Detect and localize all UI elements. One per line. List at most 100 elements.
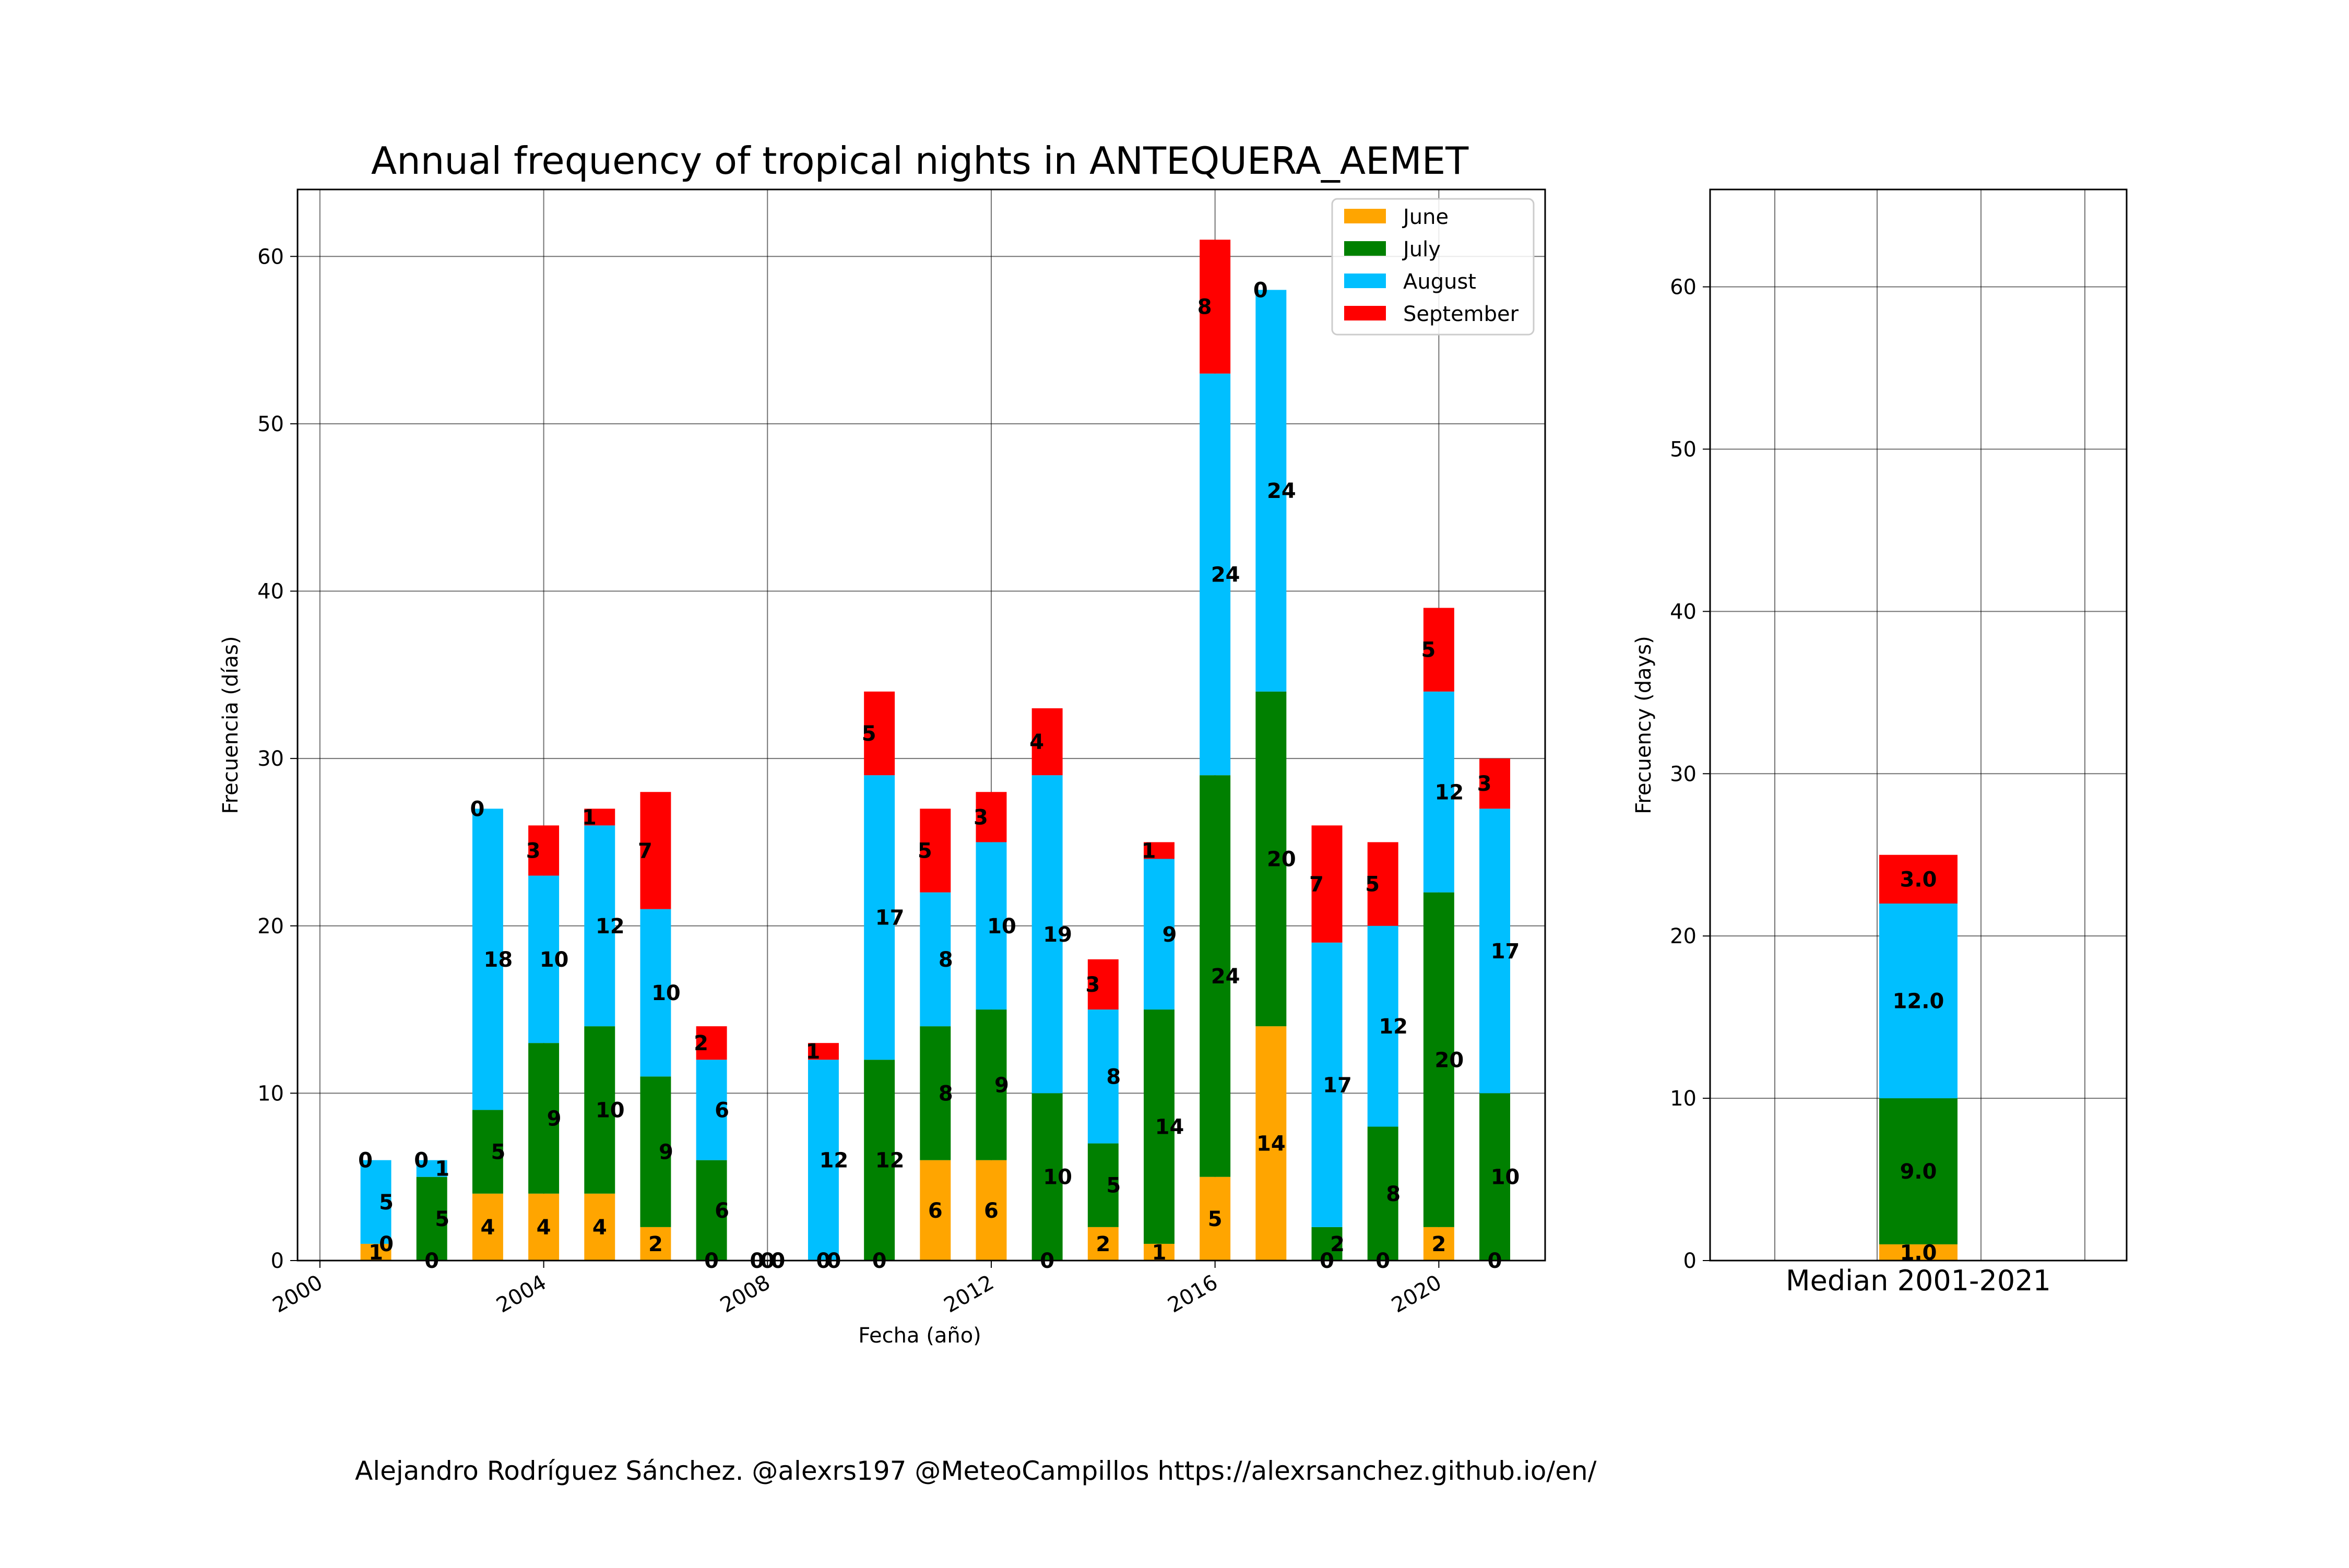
y-tick-label-40: 40	[257, 580, 284, 604]
data-label-september-2012: 3	[974, 805, 988, 829]
data-label-july-2012: 9	[994, 1073, 1009, 1097]
data-label-september-2020: 5	[1421, 638, 1436, 662]
data-label-july-2005: 10	[596, 1098, 625, 1122]
data-label-september-2013: 4	[1029, 730, 1044, 754]
data-label-june-2004: 4	[537, 1216, 551, 1240]
legend-swatch-august	[1344, 274, 1386, 288]
median-category-label: Median 2001-2021	[1786, 1264, 2051, 1297]
data-label-july-2007: 6	[715, 1199, 729, 1223]
data-label-august-2006: 10	[651, 981, 681, 1005]
data-label-july-2004: 9	[547, 1107, 562, 1131]
median-y-tick-label-50: 50	[1670, 437, 1696, 461]
data-label-august-2012: 10	[987, 914, 1016, 939]
y-tick-label-50: 50	[257, 412, 284, 436]
data-label-september-2009: 1	[806, 1040, 821, 1064]
y-tick-label-20: 20	[257, 914, 284, 939]
legend-label-july: July	[1402, 237, 1441, 262]
legend-swatch-september	[1344, 306, 1386, 320]
data-label-june-2011: 6	[928, 1199, 943, 1223]
data-label-july-2019: 8	[1386, 1182, 1401, 1206]
median-data-label-september: 3.0	[1900, 868, 1937, 892]
median-y-tick-label-0: 0	[1683, 1249, 1696, 1273]
data-label-june-2005: 4	[592, 1216, 607, 1240]
legend-label-june: June	[1402, 205, 1449, 229]
data-label-july-2011: 8	[939, 1082, 953, 1106]
data-label-august-2013: 19	[1043, 923, 1072, 947]
legend-swatch-july	[1344, 241, 1386, 256]
data-label-august-2010: 17	[875, 906, 905, 930]
median-y-tick-label-60: 60	[1670, 276, 1696, 300]
data-label-august-2019: 12	[1379, 1015, 1408, 1039]
data-label-september-2002: 0	[414, 1149, 429, 1173]
data-label-september-2016: 8	[1197, 295, 1212, 319]
median-data-label-june: 1.0	[1900, 1241, 1937, 1265]
data-label-june-2017: 14	[1256, 1132, 1286, 1156]
data-label-july-2017: 20	[1267, 848, 1296, 872]
median-y-tick-label-20: 20	[1670, 924, 1696, 948]
data-label-august-2005: 12	[596, 914, 625, 939]
data-label-august-2016: 24	[1211, 563, 1240, 587]
data-label-september-2017: 0	[1253, 278, 1268, 302]
median-data-label-july: 9.0	[1900, 1160, 1937, 1184]
data-label-august-2003: 18	[484, 948, 513, 972]
y-tick-label-60: 60	[257, 245, 284, 269]
data-label-august-2004: 10	[540, 948, 569, 972]
median-y-tick-label-30: 30	[1670, 762, 1696, 786]
data-label-august-2009: 12	[820, 1149, 849, 1173]
data-label-july-2010: 12	[875, 1149, 905, 1173]
data-label-august-2001: 5	[379, 1191, 394, 1215]
legend-label-september: September	[1403, 302, 1519, 326]
legend: June July August September	[1332, 199, 1534, 335]
chart-title: Annual frequency of tropical nights in A…	[371, 139, 1469, 183]
data-label-september-2001: 0	[358, 1149, 373, 1173]
data-label-august-2015: 9	[1162, 923, 1177, 947]
y-axis-label: Frecuencia (días)	[219, 636, 243, 814]
data-label-july-2006: 9	[659, 1141, 673, 1165]
data-label-august-2002: 1	[435, 1157, 449, 1181]
data-label-july-2021: 10	[1491, 1166, 1520, 1190]
data-label-september-2010: 5	[862, 722, 876, 746]
data-label-september-2003: 0	[470, 797, 484, 821]
footer-credit: Alejandro Rodríguez Sánchez. @alexrs197 …	[355, 1456, 1597, 1486]
data-label-july-2014: 5	[1106, 1174, 1121, 1198]
legend-swatch-june	[1344, 209, 1386, 223]
data-label-september-2005: 1	[582, 805, 597, 829]
median-data-label-august: 12.0	[1893, 990, 1944, 1014]
data-label-july-2003: 5	[491, 1141, 505, 1165]
data-label-june-2020: 2	[1431, 1232, 1446, 1256]
x-axis-label: Fecha (año)	[858, 1324, 981, 1348]
median-y-tick-label-40: 40	[1670, 600, 1696, 624]
data-label-july-2015: 14	[1155, 1115, 1184, 1139]
data-label-july-2013: 10	[1043, 1166, 1072, 1190]
data-label-june-2006: 2	[648, 1232, 663, 1256]
data-label-september-2015: 1	[1142, 839, 1156, 863]
data-label-july-2002: 5	[435, 1207, 449, 1231]
median-y-tick-label-10: 10	[1670, 1087, 1696, 1111]
data-label-july-2018: 2	[1330, 1232, 1345, 1256]
data-label-june-2012: 6	[984, 1199, 999, 1223]
data-label-august-2021: 17	[1491, 940, 1520, 964]
data-label-september-2019: 5	[1365, 873, 1380, 897]
data-label-july-2016: 24	[1211, 965, 1240, 989]
legend-label-august: August	[1403, 270, 1476, 294]
data-label-september-2018: 7	[1309, 873, 1324, 897]
data-label-august-2011: 8	[939, 948, 953, 972]
y-tick-label-0: 0	[271, 1249, 284, 1273]
data-label-july-2020: 20	[1435, 1048, 1464, 1072]
data-label-july-2001: 0	[379, 1232, 394, 1256]
data-label-september-2006: 7	[638, 839, 652, 863]
data-label-september-2007: 2	[694, 1031, 708, 1055]
data-label-august-2020: 12	[1435, 780, 1464, 804]
data-label-september-2011: 5	[918, 839, 932, 863]
data-label-june-2003: 4	[480, 1216, 495, 1240]
data-label-september-2014: 3	[1085, 973, 1100, 997]
data-label-august-2014: 8	[1106, 1065, 1121, 1089]
data-label-september-2004: 3	[526, 839, 541, 863]
data-label-august-2018: 17	[1323, 1073, 1352, 1097]
y-tick-label-30: 30	[257, 747, 284, 771]
median-bars	[1879, 855, 1958, 1261]
y-tick-label-10: 10	[257, 1082, 284, 1106]
